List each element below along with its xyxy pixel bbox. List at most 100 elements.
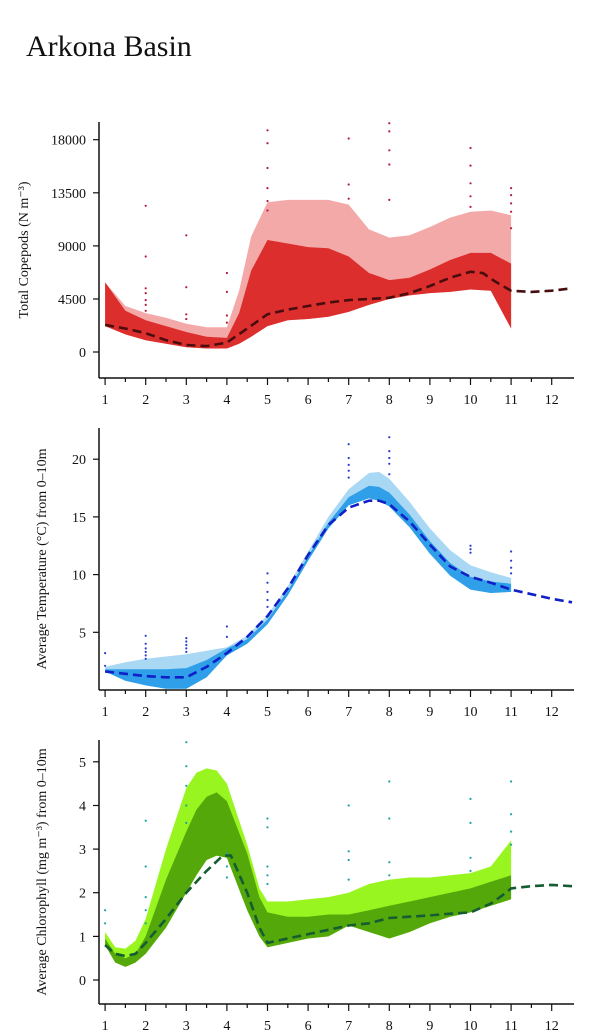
x-tick-label: 5 <box>264 393 271 408</box>
observation-point <box>347 878 350 881</box>
x-tick-label: 2 <box>142 393 149 408</box>
observation-point <box>388 149 391 152</box>
observation-point <box>510 780 513 783</box>
observation-point <box>510 202 513 205</box>
x-tick-label: 1 <box>102 705 109 720</box>
observation-point <box>388 473 391 476</box>
observation-point <box>266 598 269 602</box>
observation-point <box>185 640 188 643</box>
x-tick-label: 10 <box>464 705 478 720</box>
observation-point <box>225 314 228 317</box>
observation-point <box>185 643 188 647</box>
temperature-chart-panel: 5 10 15 20 1 2 3 4 5 6 7 8 9 10 11 12 Average Temperatur… <box>0 420 600 726</box>
observation-point <box>388 462 391 465</box>
y-tick-label: 0 <box>79 346 86 361</box>
x-tick-label: 11 <box>504 705 517 720</box>
observation-point <box>266 187 269 190</box>
observation-point <box>185 821 188 824</box>
observation-point <box>347 850 350 853</box>
observation-point <box>266 572 269 575</box>
observation-point <box>266 605 269 608</box>
observation-point <box>104 652 107 655</box>
observation-point <box>185 637 188 640</box>
observation-point <box>144 922 147 925</box>
observation-point <box>510 550 513 553</box>
observation-point <box>469 797 472 800</box>
observation-point <box>347 469 350 472</box>
outer-range-band <box>105 471 512 689</box>
page-title: Arkona Basin <box>26 30 192 63</box>
y-tick-label: 4500 <box>58 293 86 308</box>
observation-point <box>144 647 147 650</box>
observation-point <box>185 650 188 653</box>
observation-point <box>388 874 391 877</box>
observation-point <box>185 317 188 321</box>
observation-point <box>144 303 147 306</box>
observation-point <box>347 858 350 862</box>
observation-point <box>469 869 472 872</box>
x-tick-label: 6 <box>305 393 312 408</box>
x-tick-label: 10 <box>464 393 478 408</box>
observation-point <box>266 142 269 145</box>
y-tick-label: 5 <box>79 756 86 771</box>
observation-point <box>510 843 513 846</box>
observation-point <box>469 856 472 859</box>
x-tick-label: 5 <box>264 705 271 720</box>
x-tick-label: 12 <box>545 705 559 720</box>
observation-point <box>144 909 147 912</box>
y-tick-label: 10 <box>72 569 86 584</box>
observation-point <box>469 205 472 208</box>
observation-point <box>185 765 188 768</box>
observation-point <box>144 657 147 660</box>
observation-point <box>510 572 513 575</box>
observation-point <box>144 865 147 868</box>
observation-point <box>225 852 228 855</box>
observation-point <box>347 443 350 446</box>
y-tick-label: 1 <box>79 930 86 945</box>
x-tick-label: 11 <box>504 393 517 408</box>
observation-point <box>185 784 188 787</box>
observation-point <box>347 137 350 140</box>
x-tick-label: 8 <box>386 393 393 408</box>
x-tick-label: 4 <box>223 705 230 720</box>
y-axis-title: Average Temperature (°C) from 0–10m <box>35 448 50 669</box>
observation-point <box>347 463 350 466</box>
observation-point <box>185 741 188 744</box>
observation-point <box>347 456 350 460</box>
inner-range-band <box>105 792 512 967</box>
observation-point <box>225 271 228 275</box>
x-tick-label: 9 <box>426 705 433 720</box>
x-tick-label: 8 <box>386 705 393 720</box>
x-tick-label: 6 <box>305 705 312 720</box>
x-tick-label: 7 <box>345 1019 352 1034</box>
observation-point <box>144 896 147 899</box>
observation-point <box>104 922 107 925</box>
observation-point <box>144 650 147 653</box>
observation-point <box>469 821 472 824</box>
observation-point <box>266 209 269 212</box>
y-axis-title: Total Copepods (N m⁻³) <box>17 181 32 318</box>
observation-point <box>266 199 269 203</box>
observation-point <box>510 194 513 197</box>
observation-point <box>144 309 147 312</box>
observation-point <box>225 625 228 628</box>
observation-point <box>185 286 188 289</box>
observation-point <box>185 804 188 807</box>
observation-point <box>388 436 391 439</box>
observation-point <box>388 861 391 864</box>
observation-point <box>510 227 513 230</box>
observation-point <box>469 551 472 554</box>
observation-point <box>225 635 228 638</box>
observation-point <box>469 146 472 150</box>
observation-point <box>388 198 391 201</box>
observation-point <box>225 876 228 879</box>
x-tick-label: 7 <box>345 705 352 720</box>
observation-point <box>225 865 228 868</box>
y-tick-label: 18000 <box>51 134 86 149</box>
observation-points <box>104 436 513 667</box>
observation-point <box>144 287 147 290</box>
x-tick-label: 4 <box>223 393 230 408</box>
